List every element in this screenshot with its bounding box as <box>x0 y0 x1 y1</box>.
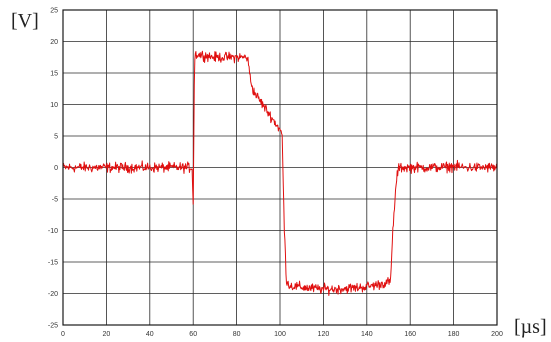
x-tick-label: 140 <box>361 331 373 338</box>
x-tick-label: 20 <box>103 331 111 338</box>
series-layer <box>62 50 498 296</box>
y-tick-label: -5 <box>52 197 58 204</box>
y-tick-label: 25 <box>50 8 58 15</box>
voltage-trace-line <box>62 50 498 296</box>
y-tick-label: -10 <box>48 228 58 235</box>
x-tick-label: 60 <box>189 331 197 338</box>
x-tick-label: 100 <box>274 331 286 338</box>
y-tick-label: 5 <box>54 134 58 141</box>
x-axis-unit-label: [µs] <box>514 316 547 338</box>
y-tick-label: 0 <box>54 165 58 172</box>
y-tick-labels: 25 20 15 10 5 0 -5 -10 -15 -20 -25 <box>48 8 58 330</box>
x-tick-label: 160 <box>404 331 416 338</box>
x-tick-label: 200 <box>491 331 503 338</box>
y-tick-label: 10 <box>50 102 58 109</box>
x-tick-label: 120 <box>318 331 330 338</box>
y-tick-label: -25 <box>48 323 58 330</box>
y-tick-label: 20 <box>50 39 58 46</box>
x-tick-labels: 0 20 40 60 80 100 120 140 160 180 200 <box>61 331 503 338</box>
x-tick-label: 180 <box>448 331 460 338</box>
y-tick-label: -20 <box>48 291 58 298</box>
y-tick-label: -15 <box>48 260 58 267</box>
plot-frame <box>62 9 498 326</box>
x-tick-label: 80 <box>233 331 241 338</box>
y-tick-label: 15 <box>50 71 58 78</box>
y-axis-unit-label: [V] <box>11 10 39 32</box>
x-tick-label: 40 <box>146 331 154 338</box>
x-tick-label: 0 <box>61 331 65 338</box>
